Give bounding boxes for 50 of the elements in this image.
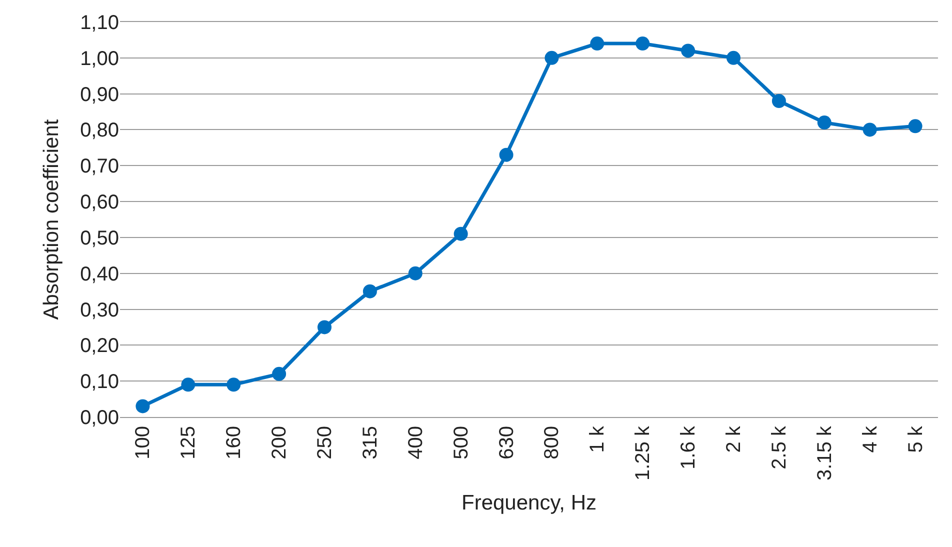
x-axis-title: Frequency, Hz bbox=[462, 492, 596, 515]
point bbox=[908, 119, 922, 134]
x-tick-label: 315 bbox=[359, 426, 382, 460]
x-tick-label: 2.5 k bbox=[768, 425, 790, 470]
point bbox=[136, 399, 150, 414]
point bbox=[817, 116, 832, 130]
point bbox=[362, 284, 377, 298]
point bbox=[726, 50, 740, 65]
point bbox=[408, 266, 422, 280]
point bbox=[318, 320, 332, 334]
x-tick-label: 1.25 k bbox=[632, 425, 654, 480]
point bbox=[499, 148, 514, 162]
point bbox=[636, 36, 650, 51]
x-tick-label: 3.15 k bbox=[814, 425, 836, 480]
y-tick-label: 0,50 bbox=[80, 227, 119, 250]
x-tick-label: 125 bbox=[178, 426, 200, 460]
y-tick-label: 0,80 bbox=[80, 120, 119, 142]
y-tick-label: 0,30 bbox=[80, 299, 119, 322]
x-tick-label: 160 bbox=[223, 426, 246, 460]
y-tick-label: 0,20 bbox=[80, 335, 119, 358]
y-tick-label: 0,10 bbox=[80, 371, 119, 394]
y-tick-label: 0,70 bbox=[80, 156, 119, 178]
x-tick-label: 630 bbox=[496, 426, 518, 460]
point bbox=[181, 378, 196, 392]
x-tick-label: 1.6 k bbox=[678, 425, 700, 470]
point bbox=[272, 366, 286, 381]
y-tick-label: 0,90 bbox=[80, 84, 119, 106]
point bbox=[454, 226, 468, 241]
x-tick-label: 200 bbox=[268, 426, 291, 460]
y-tick-label: 0,40 bbox=[80, 263, 119, 286]
x-tick-label: 2 k bbox=[723, 425, 745, 453]
x-tick-label: 400 bbox=[404, 426, 427, 460]
y-tick-label: 0,00 bbox=[80, 407, 119, 429]
x-tick-label: 5 k bbox=[904, 425, 927, 453]
y-tick-label: 0,60 bbox=[80, 192, 119, 214]
point bbox=[590, 36, 604, 51]
y-axis-title: Absorption coefficient bbox=[40, 119, 64, 320]
x-tick-label: 500 bbox=[450, 426, 472, 460]
x-tick-label: 100 bbox=[132, 426, 154, 460]
x-tick-label: 4 k bbox=[859, 425, 882, 453]
point bbox=[544, 50, 559, 65]
point bbox=[772, 94, 786, 108]
x-tick-label: 1 k bbox=[586, 425, 609, 453]
x-tick-label: 250 bbox=[314, 426, 336, 460]
point bbox=[681, 44, 696, 58]
y-tick-label: 1,00 bbox=[80, 48, 119, 70]
point bbox=[226, 378, 241, 392]
point bbox=[862, 122, 877, 137]
x-tick-label: 800 bbox=[541, 426, 564, 460]
y-tick-label: 1,10 bbox=[80, 12, 119, 34]
